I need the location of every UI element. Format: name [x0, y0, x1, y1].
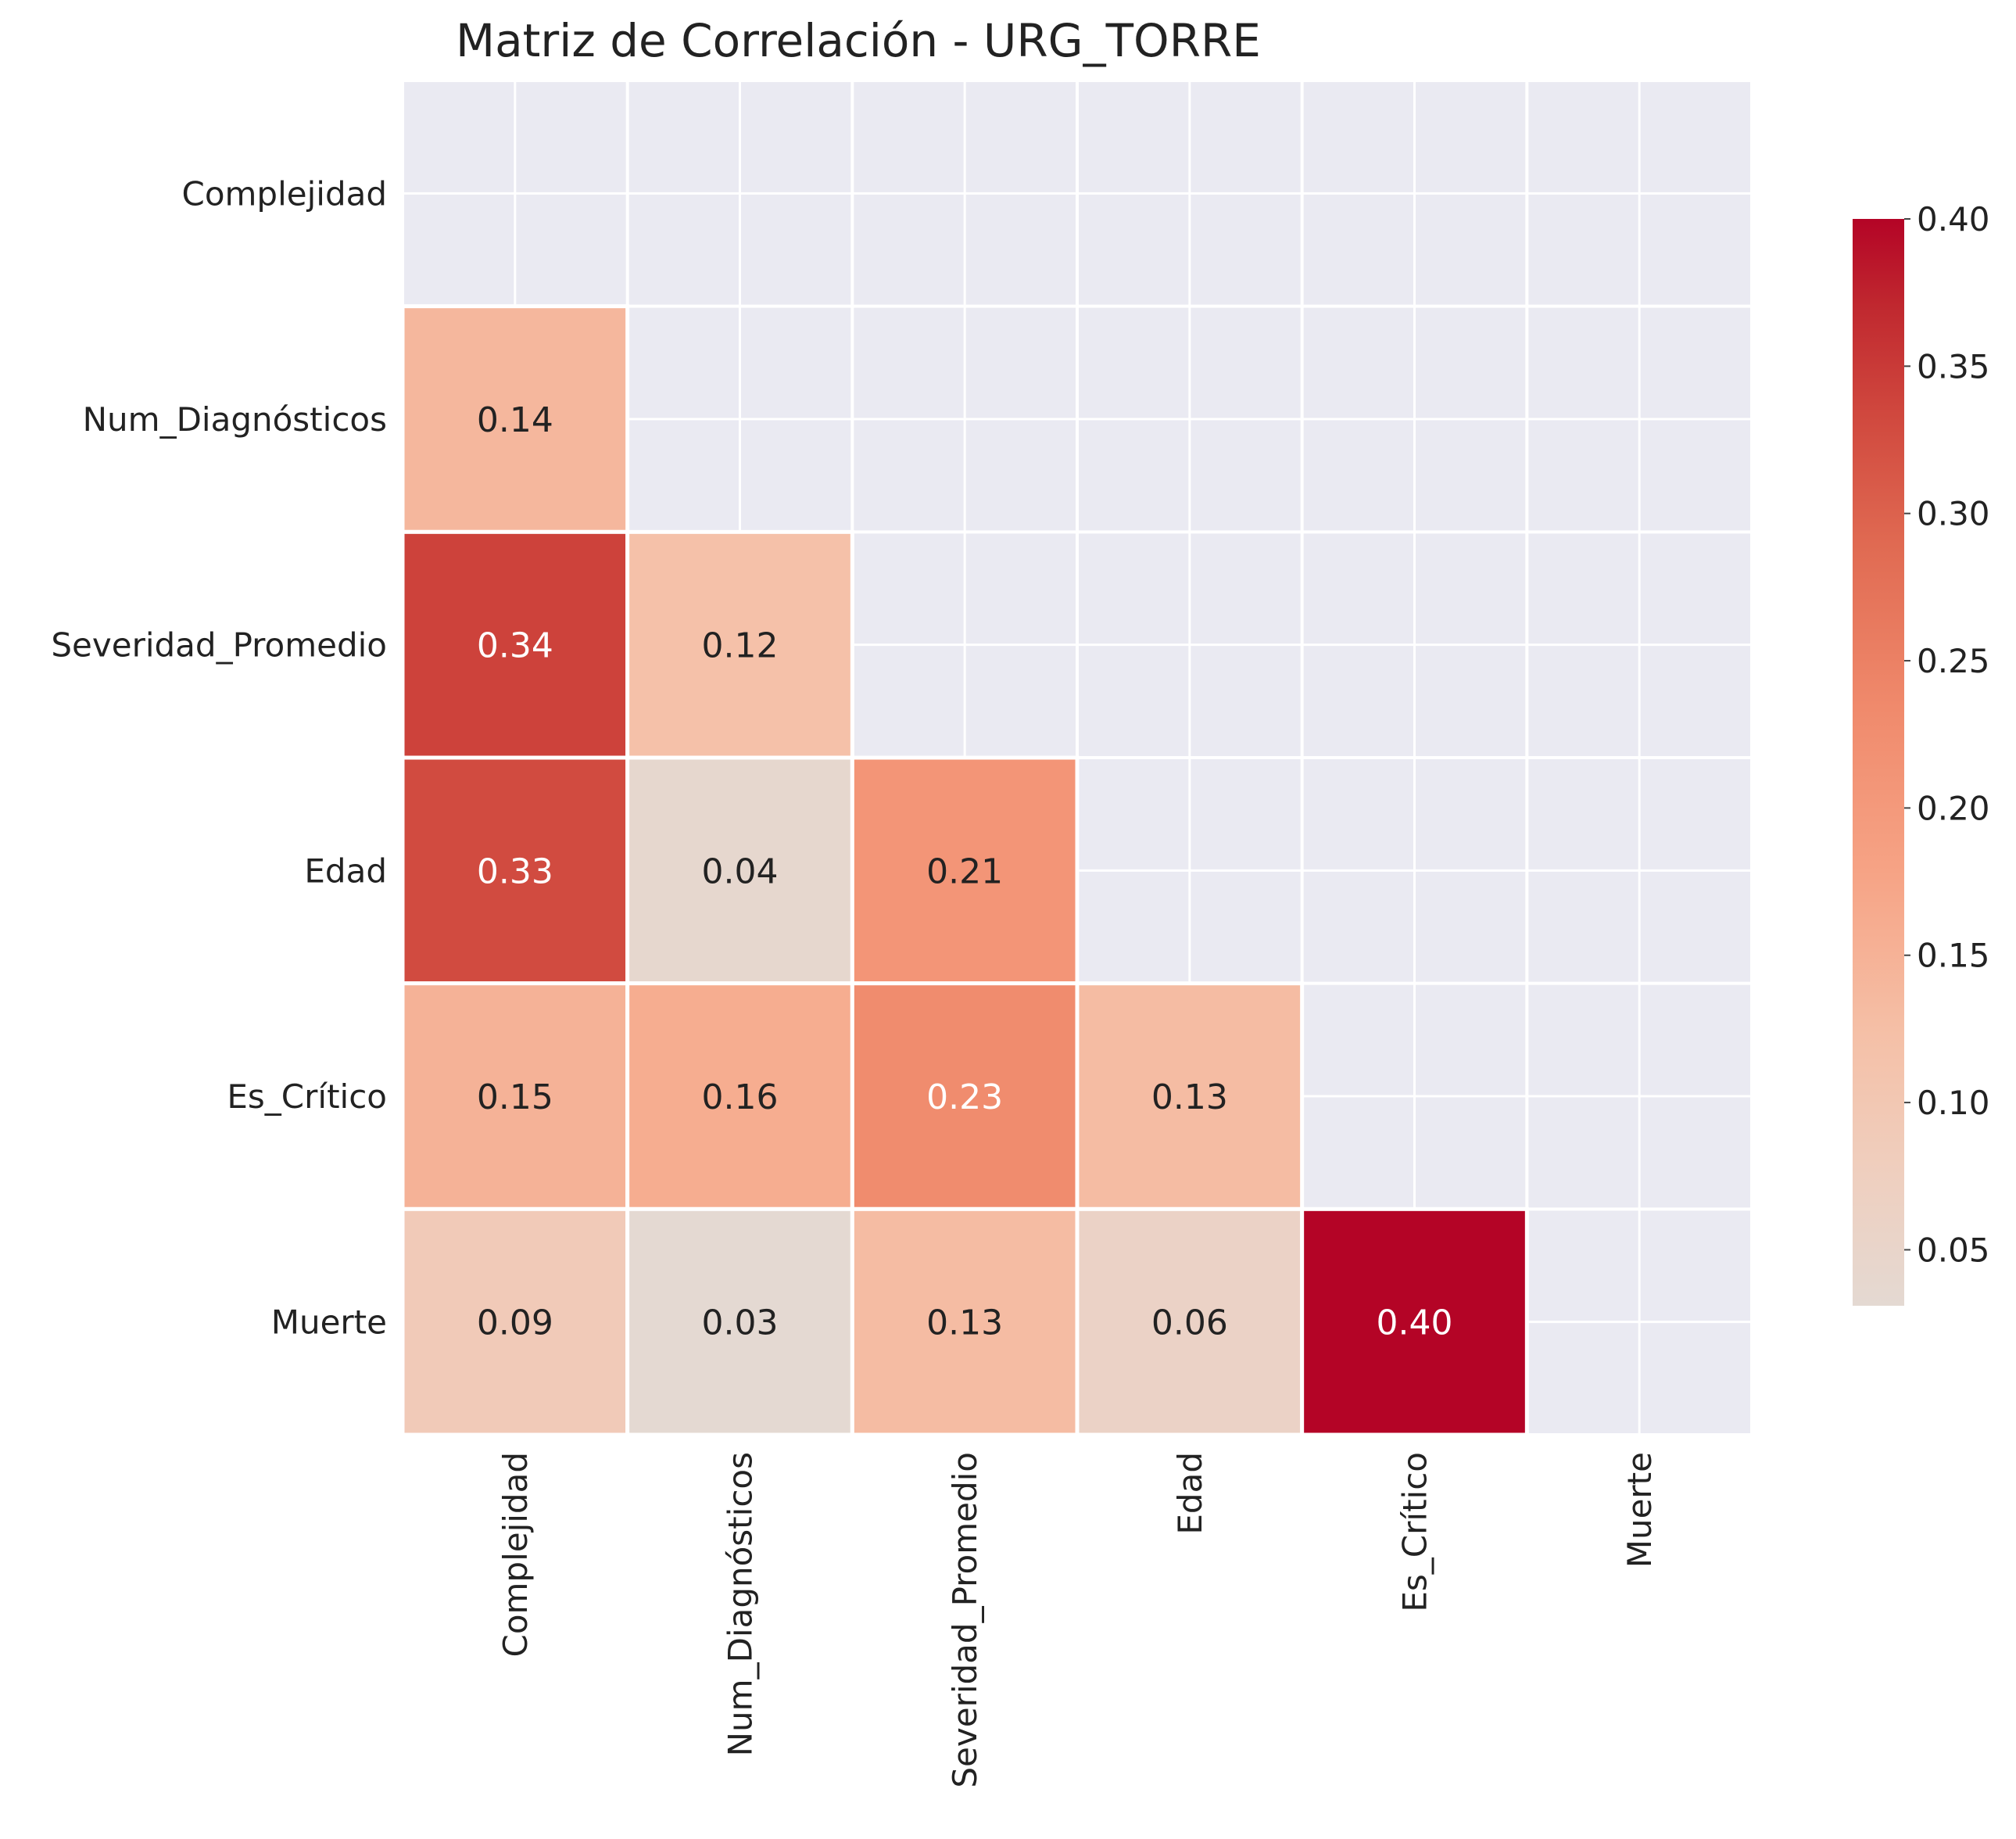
- colorbar-tick-label: 0.35: [1917, 347, 1990, 385]
- heatmap-cell-label: 0.14: [477, 400, 553, 440]
- heatmap-cell-labels: 0.14 0.34 0.12 0.33 0.04 0.21 0.15 0.16 0.23 0.13…: [477, 400, 1453, 1343]
- colorbar-tick-label: 0.25: [1917, 642, 1990, 680]
- heatmap-cell-label: 0.04: [702, 851, 779, 891]
- chart-title: Matriz de Correlación - URG_TORRE: [456, 14, 1261, 67]
- y-tick-label: Muerte: [271, 1303, 387, 1342]
- x-tick-label: Complejidad: [496, 1452, 535, 1658]
- heatmap-cell-label: 0.21: [926, 851, 1003, 891]
- heatmap-cell-label: 0.09: [477, 1303, 553, 1343]
- x-tick-label: Es_Crítico: [1396, 1452, 1434, 1612]
- x-tick-label: Num_Diagnósticos: [722, 1452, 760, 1756]
- heatmap-cell-label: 0.15: [477, 1077, 553, 1117]
- heatmap-cell-label: 0.13: [1151, 1077, 1228, 1117]
- x-tick-label: Muerte: [1620, 1452, 1659, 1568]
- colorbar-tick-label: 0.05: [1917, 1231, 1990, 1269]
- heatmap-cell-label: 0.40: [1377, 1303, 1453, 1343]
- colorbar-gradient: [1853, 219, 1904, 1306]
- heatmap-cell-label: 0.13: [926, 1303, 1003, 1343]
- colorbar-tick-label: 0.40: [1917, 200, 1990, 238]
- heatmap-cell: [625, 1206, 854, 1437]
- heatmap-cell-label: 0.16: [702, 1077, 779, 1117]
- x-tick-label: Edad: [1171, 1452, 1209, 1535]
- colorbar: 0.05 0.10 0.15 0.20 0.25 0.30 0.35 0.40: [1853, 200, 1990, 1306]
- x-tick-label: Severidad_Promedio: [946, 1452, 984, 1788]
- heatmap-cell-label: 0.12: [702, 626, 779, 666]
- colorbar-tick-label: 0.15: [1917, 937, 1990, 975]
- y-tick-label: Es_Crítico: [227, 1077, 387, 1116]
- heatmap-cells: [400, 304, 1529, 1437]
- heatmap-cell: [850, 981, 1080, 1211]
- y-tick-label: Severidad_Promedio: [51, 626, 387, 665]
- heatmap-cell: [400, 755, 630, 986]
- heatmap-cell-label: 0.34: [477, 626, 553, 666]
- colorbar-tick-label: 0.10: [1917, 1084, 1990, 1122]
- heatmap-cell: [1300, 1206, 1529, 1437]
- y-tick-labels: Complejidad Num_Diagnósticos Severidad_Pro…: [51, 174, 387, 1341]
- heatmap-cell-label: 0.03: [702, 1303, 779, 1343]
- colorbar-tick-label: 0.30: [1917, 495, 1990, 533]
- heatmap-cell: [850, 755, 1080, 986]
- heatmap-cell: [1075, 981, 1305, 1211]
- y-tick-label: Edad: [304, 851, 387, 890]
- heatmap-cell-label: 0.33: [477, 851, 553, 891]
- heatmap-cell: [400, 1206, 630, 1437]
- y-tick-label: Complejidad: [182, 174, 388, 213]
- heatmap-cell: [625, 981, 854, 1211]
- heatmap-cell: [400, 981, 630, 1211]
- y-tick-label: Num_Diagnósticos: [83, 400, 387, 439]
- heatmap-cell: [400, 304, 630, 534]
- heatmap-cell: [850, 1206, 1080, 1437]
- colorbar-tick-label: 0.20: [1917, 789, 1990, 827]
- heatmap-cell-label: 0.06: [1151, 1303, 1228, 1343]
- heatmap-cell: [625, 529, 854, 760]
- x-tick-labels: Complejidad Num_Diagnósticos Severidad_Pro…: [496, 1452, 1659, 1788]
- heatmap-cell: [400, 529, 630, 760]
- heatmap-cell-label: 0.23: [926, 1077, 1003, 1117]
